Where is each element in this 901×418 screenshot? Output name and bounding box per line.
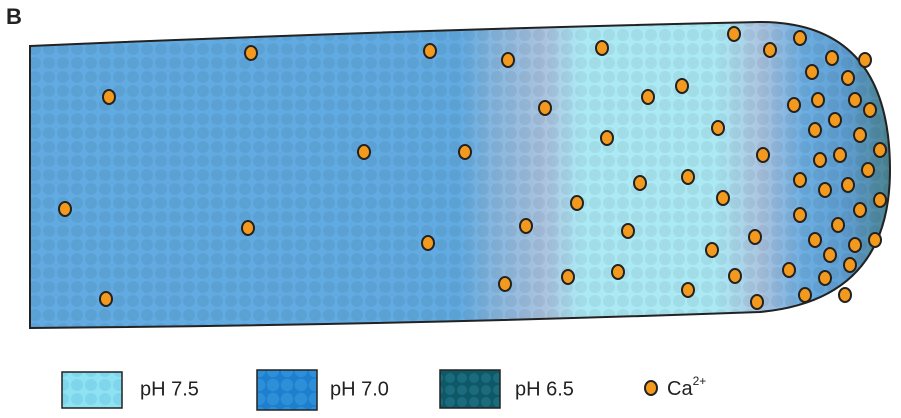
calcium-ion [748, 229, 762, 245]
calcium-ion [681, 169, 695, 185]
calcium-ion [423, 43, 437, 59]
calcium-ion [853, 127, 867, 143]
calcium-ion [793, 207, 807, 223]
legend-text: Ca [667, 378, 693, 400]
calcium-ion [873, 192, 887, 208]
calcium-ion [798, 287, 812, 303]
calcium-ion [501, 52, 515, 68]
calcium-ion [711, 120, 725, 136]
calcium-ion [828, 112, 842, 128]
calcium-ion [675, 78, 689, 94]
calcium-ion [99, 291, 113, 307]
calcium-ion [538, 100, 552, 116]
calcium-ion [843, 257, 857, 273]
calcium-ion [498, 276, 512, 292]
calcium-ion [727, 26, 741, 42]
calcium-ion [818, 182, 832, 198]
calcium-ion [848, 92, 862, 108]
calcium-ion [873, 142, 887, 158]
calcium-ion [421, 235, 435, 251]
swatch-ph75 [61, 371, 123, 409]
calcium-ion [848, 237, 862, 253]
calcium-ion [818, 270, 832, 286]
calcium-ion [621, 223, 635, 239]
calcium-ion [825, 50, 839, 66]
calcium-ion [823, 247, 837, 263]
calcium-ion [641, 89, 655, 105]
calcium-ion [808, 232, 822, 248]
calcium-ion [831, 217, 845, 233]
calcium-ion [244, 45, 258, 61]
calcium-ion [787, 97, 801, 113]
legend: pH 7.5 pH 7.0 pH 6.5 Ca2+ [61, 369, 706, 411]
legend-label: pH 7.5 [140, 378, 199, 400]
calcium-ion [841, 70, 855, 86]
swatch-ph65 [439, 369, 501, 409]
panel-label: B [6, 4, 22, 29]
calcium-ion [611, 264, 625, 280]
calcium-ion [868, 232, 882, 248]
calcium-ion [805, 64, 819, 80]
calcium-ion [633, 175, 647, 191]
legend-label: pH 7.0 [330, 378, 389, 400]
calcium-ion [595, 40, 609, 56]
calcium-ion [750, 294, 764, 310]
calcium-ion [357, 144, 371, 160]
calcium-icon [644, 380, 658, 396]
cell-tube [29, 20, 892, 330]
legend-label: pH 6.5 [515, 378, 574, 400]
calcium-ions [58, 26, 887, 310]
calcium-ion [841, 177, 855, 193]
calcium-ion [600, 130, 614, 146]
calcium-ion [853, 202, 867, 218]
calcium-ion [102, 89, 116, 105]
calcium-ion [728, 268, 742, 284]
calcium-ion [570, 195, 584, 211]
calcium-ion [858, 52, 872, 68]
calcium-ion [813, 152, 827, 168]
calcium-ion [519, 218, 533, 234]
legend-superscript: 2+ [693, 374, 707, 388]
calcium-ion [58, 201, 72, 217]
calcium-ion [861, 162, 875, 178]
legend-label: Ca2+ [667, 374, 706, 400]
calcium-ion [716, 190, 730, 206]
calcium-ion [793, 30, 807, 46]
calcium-ion [811, 92, 825, 108]
calcium-ion [782, 262, 796, 278]
calcium-ion [756, 147, 770, 163]
calcium-ion [241, 220, 255, 236]
calcium-ion [681, 282, 695, 298]
calcium-ion [793, 172, 807, 188]
calcium-ion [863, 102, 877, 118]
calcium-ion [705, 242, 719, 258]
calcium-ion [561, 269, 575, 285]
calcium-ion [838, 287, 852, 303]
calcium-ion [458, 144, 472, 160]
swatch-ph70 [256, 369, 318, 411]
calcium-ion [763, 42, 777, 58]
calcium-ion [808, 122, 822, 138]
calcium-ion [833, 147, 847, 163]
